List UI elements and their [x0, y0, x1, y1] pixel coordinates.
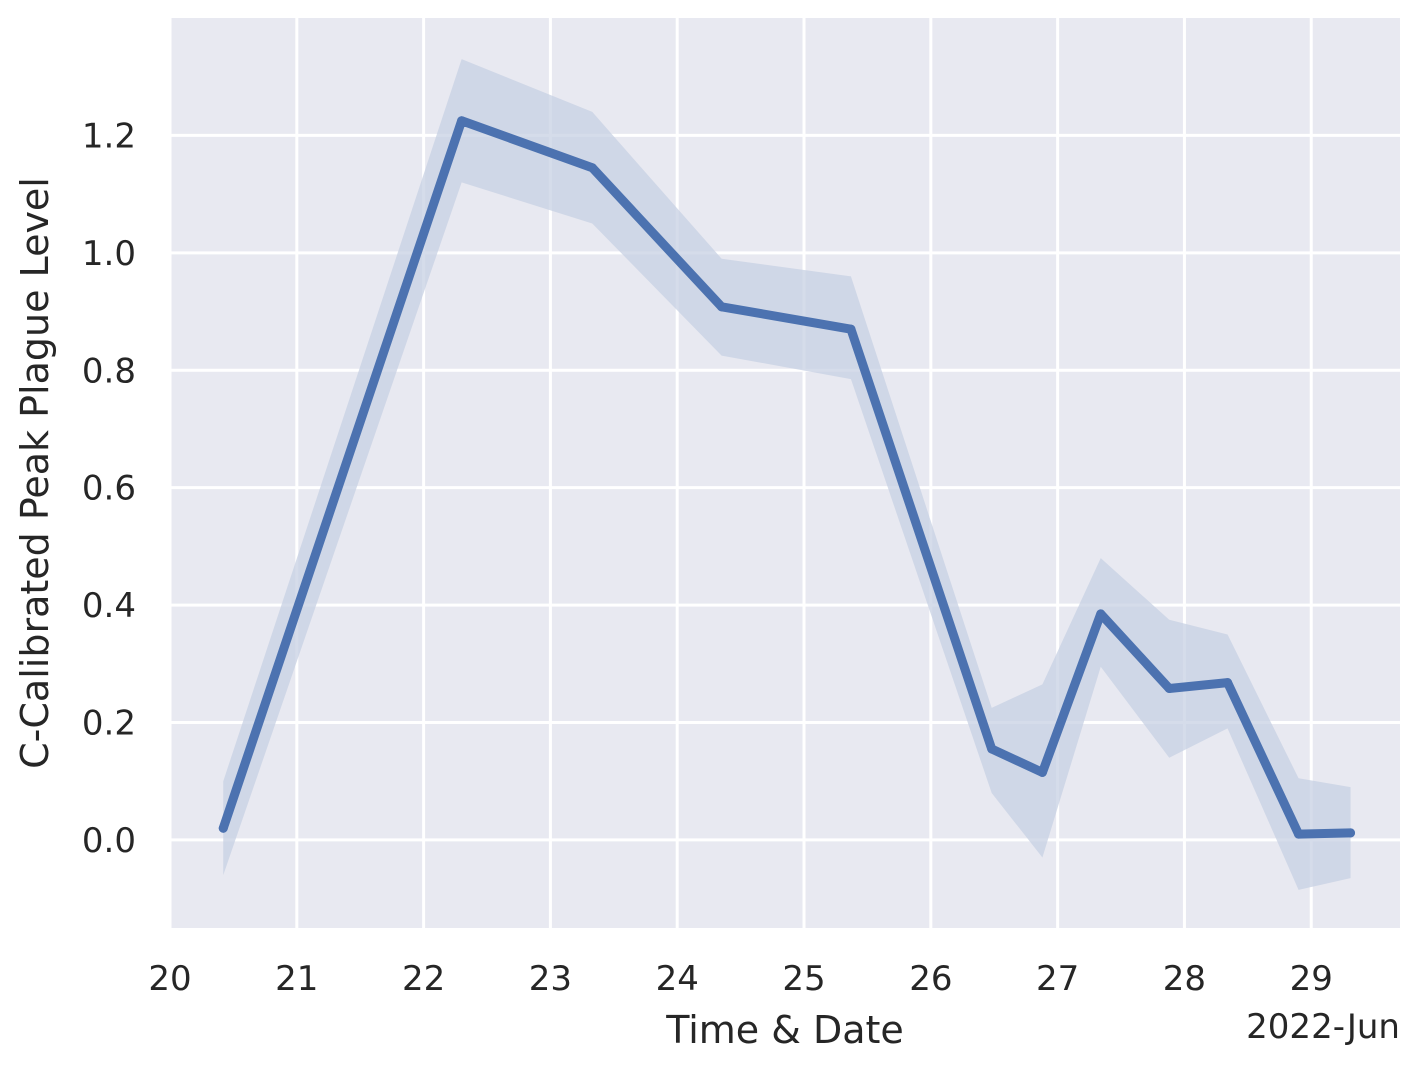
x-tick-label: 21: [275, 959, 318, 999]
y-axis-label: C-Calibrated Peak Plague Level: [13, 177, 57, 769]
data-point: [846, 324, 856, 334]
series-line-layer: [218, 116, 1356, 839]
x-tick-label: 25: [782, 959, 825, 999]
x-axis-label: Time & Date: [665, 1008, 904, 1052]
data-point: [587, 163, 597, 173]
x-tick-label: 20: [148, 959, 191, 999]
y-tick-label: 0.2: [82, 704, 136, 744]
y-tick-label: 1.0: [82, 234, 136, 274]
data-point: [1346, 828, 1356, 838]
data-point: [1164, 683, 1174, 693]
data-point: [717, 302, 727, 312]
y-tick-labels: 0.0 0.2 0.4 0.6 0.8 1.0 1.2: [82, 116, 136, 861]
confidence-band-layer: [223, 59, 1351, 890]
x-tick-label: 26: [909, 959, 952, 999]
y-tick-label: 0.8: [82, 351, 136, 391]
plot-background: [170, 18, 1400, 928]
data-point: [987, 744, 997, 754]
x-tick-labels: 20 21 22 23 24 25 26 27 28 29: [148, 959, 1333, 999]
y-tick-label: 0.6: [82, 469, 136, 509]
x-tick-label: 23: [529, 959, 572, 999]
x-axis-offset-label: 2022-Jun: [1246, 1007, 1400, 1047]
data-point: [457, 116, 467, 126]
data-point: [1223, 678, 1233, 688]
series-line: [218, 116, 1356, 839]
y-tick-label: 1.2: [82, 116, 136, 156]
x-tick-label: 24: [656, 959, 699, 999]
y-tick-label: 0.4: [82, 586, 136, 626]
data-point: [218, 823, 228, 833]
data-point: [1096, 609, 1106, 619]
x-tick-label: 22: [402, 959, 445, 999]
x-tick-label: 28: [1163, 959, 1206, 999]
data-point: [1037, 767, 1047, 777]
confidence-band: [223, 59, 1351, 890]
x-tick-label: 29: [1290, 959, 1333, 999]
x-tick-label: 27: [1036, 959, 1079, 999]
data-point: [1294, 829, 1304, 839]
y-tick-label: 0.0: [82, 821, 136, 861]
grid: [168, 18, 1400, 928]
